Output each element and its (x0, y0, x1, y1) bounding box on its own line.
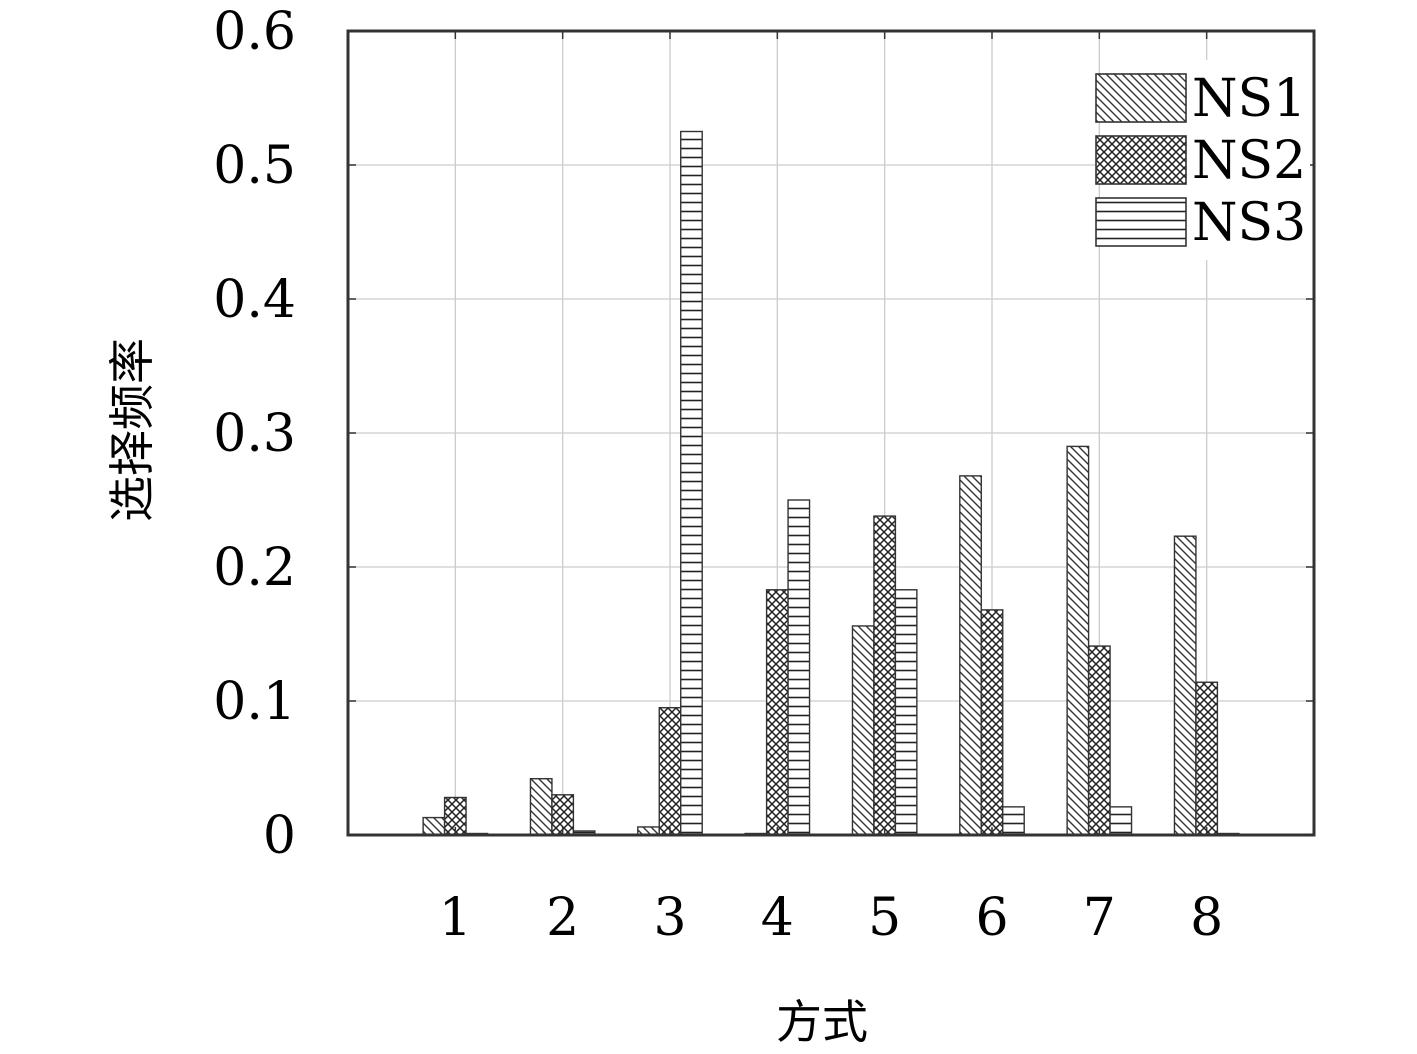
x-tick-label: 7 (1083, 888, 1116, 948)
y-tick-label: 0.5 (213, 136, 296, 196)
bar-ns2-5 (873, 515, 897, 836)
bar-ns2-8 (1195, 681, 1219, 836)
y-axis-title: 选择频率 (105, 338, 159, 522)
legend-swatch-ns2 (1095, 135, 1187, 185)
ticks (347, 30, 1315, 836)
y-tick-label: 0.4 (213, 270, 296, 330)
bar-ns1-5 (851, 625, 875, 836)
legend-swatch-ns3 (1095, 197, 1187, 247)
bar-ns1-1 (422, 816, 446, 836)
bar-ns3-6 (1002, 806, 1025, 836)
bar-ns2-7 (1087, 645, 1111, 836)
x-tick-label: 6 (975, 888, 1008, 948)
y-tick-label: 0.6 (213, 2, 296, 62)
y-tick-label: 0.3 (213, 404, 296, 464)
bar-ns1-7 (1066, 445, 1090, 836)
bar-ns3-4 (787, 499, 811, 836)
bars (422, 130, 1240, 836)
bar-ns2-6 (980, 609, 1004, 836)
legend-background (1186, 60, 1310, 260)
bar-ns2-3 (658, 707, 682, 836)
y-tick-label: 0.2 (213, 538, 296, 598)
x-tick-label: 2 (546, 888, 579, 948)
legend-label-ns3: NS3 (1192, 193, 1306, 253)
bar-ns3-5 (894, 589, 918, 836)
legend-swatch-ns1 (1095, 73, 1187, 123)
y-tick-label: 0 (263, 806, 296, 866)
bar-ns1-8 (1173, 535, 1197, 836)
x-tick-label: 3 (653, 888, 686, 948)
x-tick-label: 1 (439, 888, 472, 948)
bar-ns3-3 (680, 130, 703, 836)
x-tick-label: 4 (761, 888, 794, 948)
legend-label-ns1: NS1 (1192, 69, 1306, 129)
bar-ns1-2 (529, 778, 553, 836)
tick-labels: 0 0.1 0.2 0.3 0.4 0.5 0.6 1 2 3 4 5 6 7 8 (213, 2, 1223, 948)
y-tick-label: 0.1 (213, 672, 296, 732)
bar-ns2-4 (765, 589, 789, 836)
x-tick-label: 5 (868, 888, 901, 948)
bar-ns1-6 (959, 475, 982, 836)
x-tick-label: 8 (1190, 888, 1223, 948)
bar-ns3-7 (1109, 806, 1133, 836)
x-axis-title: 方式 (776, 995, 868, 1049)
legend-label-ns2: NS2 (1192, 131, 1306, 191)
